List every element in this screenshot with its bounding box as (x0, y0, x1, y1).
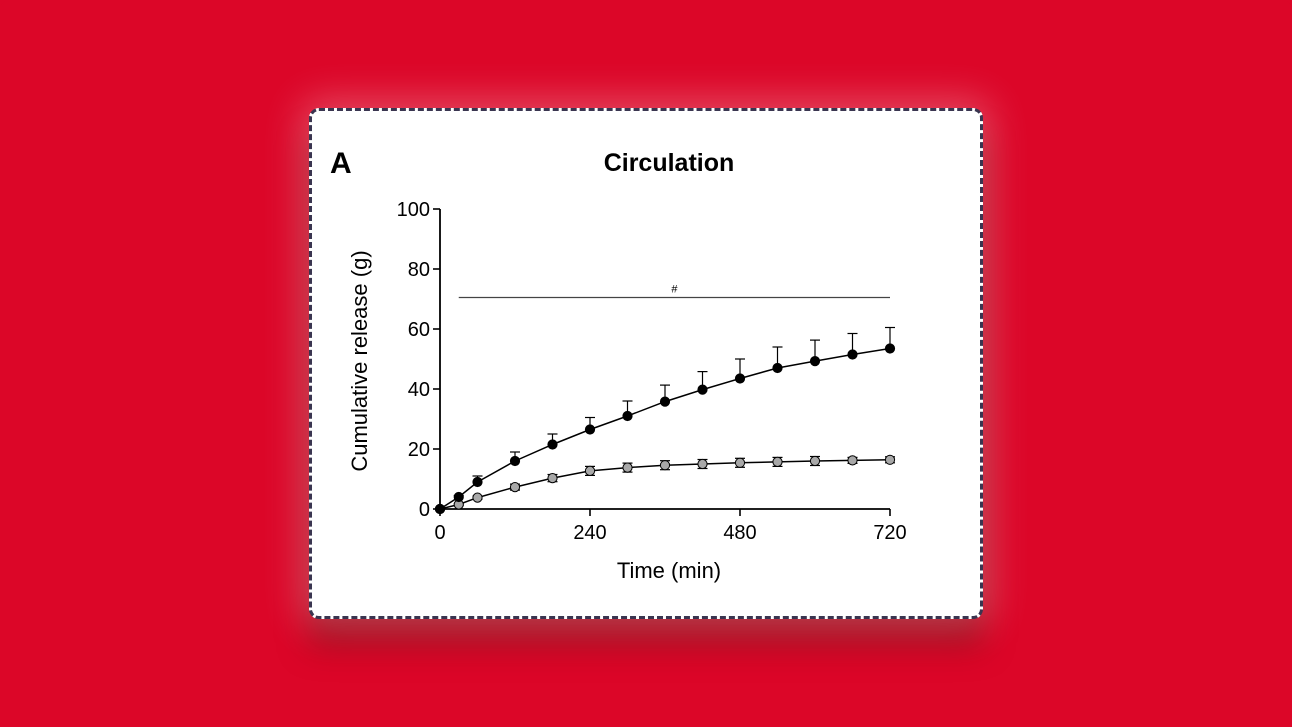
y-tick-label: 60 (408, 319, 430, 341)
data-point (734, 457, 746, 468)
y-tick-label: 0 (419, 499, 430, 521)
x-tick-label: 240 (573, 522, 606, 544)
data-point (453, 491, 464, 503)
data-point (809, 356, 821, 367)
data-point (547, 473, 558, 484)
data-point (472, 492, 483, 503)
data-point (809, 455, 821, 467)
data-point (434, 503, 446, 515)
axes: 0 20 40 60 80 100 0 240 480 720 (397, 199, 907, 544)
data-point (584, 424, 596, 435)
x-axis-label: Time (min) (617, 558, 721, 583)
series-1 (434, 326, 896, 515)
series-line (439, 459, 891, 510)
data-point (697, 458, 708, 470)
data-point (659, 396, 671, 407)
data-point (847, 349, 858, 360)
y-axis-label: Cumulative release (g) (347, 250, 372, 471)
y-tick-label: 20 (408, 439, 430, 461)
significance-marker: # (671, 284, 678, 296)
series-line (439, 347, 891, 510)
data-point (697, 384, 708, 395)
y-tick-label: 100 (397, 199, 430, 221)
series-2 (434, 454, 896, 515)
data-point (472, 476, 483, 488)
data-point (547, 439, 558, 450)
x-tick-label: 720 (873, 522, 906, 544)
significance-annotation: # (458, 284, 890, 299)
data-point (884, 454, 896, 465)
data-point (509, 455, 521, 467)
series-layer (434, 326, 896, 515)
data-point (884, 343, 896, 354)
data-point (584, 465, 596, 476)
data-point (734, 373, 746, 384)
data-point (847, 455, 858, 466)
y-tick-label: 80 (408, 259, 430, 281)
panel-label: A (330, 147, 352, 180)
data-point (509, 482, 521, 493)
y-tick-label: 40 (408, 379, 430, 401)
data-point (622, 462, 633, 473)
data-point (659, 460, 671, 471)
figure-card: A Circulation 0 20 40 60 80 100 0 240 480 720 # T… (309, 108, 983, 619)
data-point (772, 362, 783, 374)
data-point (772, 456, 783, 467)
data-point (622, 410, 633, 422)
chart-title: Circulation (604, 149, 735, 177)
x-tick-label: 0 (434, 522, 445, 544)
x-tick-label: 480 (723, 522, 756, 544)
release-chart: A Circulation 0 20 40 60 80 100 0 240 480 720 # T… (330, 147, 907, 583)
